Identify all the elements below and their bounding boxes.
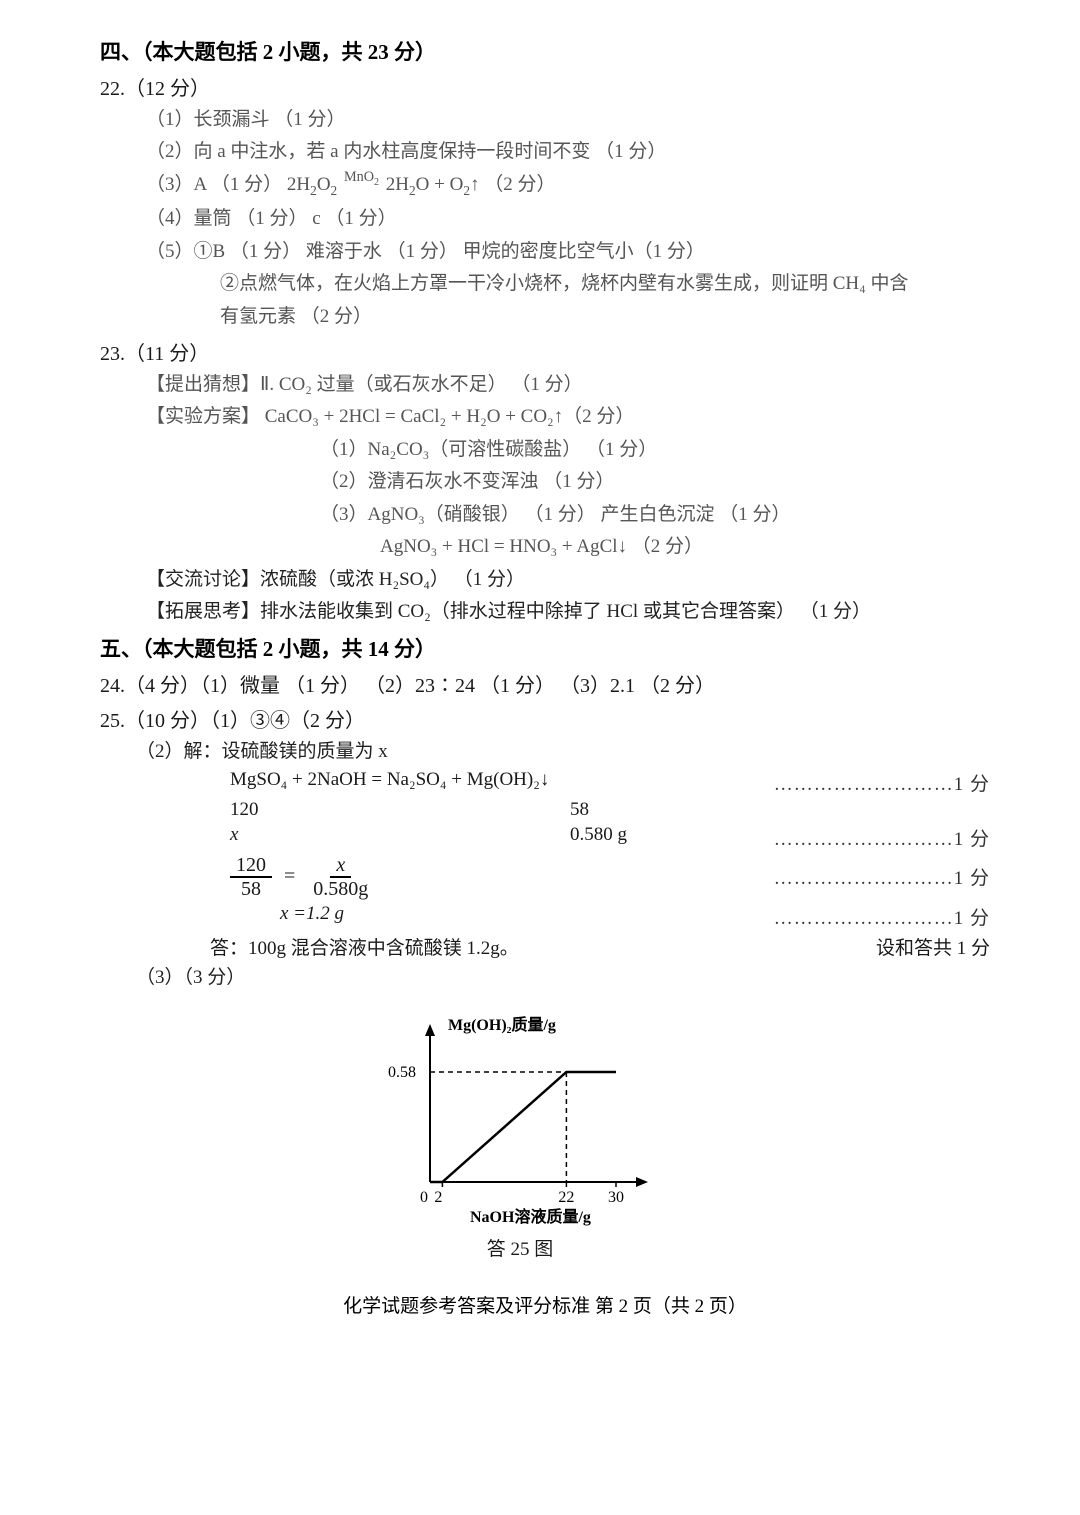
chart-caption: 答 25 图 (370, 1234, 670, 1261)
q23-plan-eq: AgNO₃ + HCl = HNO₃ + AgCl↓ （2 分） (380, 532, 990, 561)
score-dots-3: ………………………1 分 (774, 863, 990, 890)
q23-plan-head: 【实验方案】 CaCO₃ + 2HCl = CaCl₂ + H₂O + CO₂↑… (146, 402, 990, 431)
q23-plan-3: （3）AgNO₃（硝酸银） （1 分） 产生白色沉淀 （1 分） (320, 500, 990, 529)
score-dots-1: ………………………1 分 (774, 769, 990, 796)
score-dots-4: ………………………1 分 (774, 903, 990, 930)
q22-p3-pre: （3）A （1 分） 2H (146, 174, 310, 195)
x-value: x =1.2 g (280, 903, 344, 930)
q25-p2-intro: （2）解：设硫酸镁的质量为 x (136, 737, 990, 766)
q25-head: 25.（10 分）（1）③④（2 分） (100, 704, 990, 733)
q22-p5b: ②点燃气体，在火焰上方罩一干冷小烧杯，烧杯内壁有水雾生成，则证明 CH₄ 中含 (220, 269, 990, 298)
q22-p1: （1）长颈漏斗 （1 分） (146, 105, 990, 134)
score-dots-2: ………………………1 分 (774, 824, 990, 851)
answer-chart: Mg(OH)₂质量/gNaOH溶液质量/g0222300.58 (370, 1002, 670, 1232)
svg-text:2: 2 (434, 1189, 442, 1206)
q24: 24.（4 分）（1）微量 （1 分） （2）23∶24 （1 分） （3）2.… (100, 669, 990, 698)
fraction-right: x 0.580g (307, 854, 374, 900)
q23-discuss: 【交流讨论】浓硫酸（或浓 H₂SO₄） （1 分） (146, 565, 990, 594)
q23-expand: 【拓展思考】排水法能收集到 CO₂（排水过程中除掉了 HCl 或其它合理答案） … (146, 597, 990, 626)
q25-equation: MgSO₄ + 2NaOH = Na₂SO₄ + Mg(OH)₂↓ (230, 769, 549, 796)
q22-p2: （2）向 a 中注水，若 a 内水柱高度保持一段时间不变 （1 分） (146, 137, 990, 166)
q22-p5a: （5）①B （1 分） 难溶于水 （1 分） 甲烷的密度比空气小（1 分） (146, 237, 990, 266)
page: 四、（本大题包括 2 小题，共 23 分） 22.（12 分） （1）长颈漏斗 … (0, 0, 1080, 1515)
svg-text:0: 0 (420, 1189, 428, 1206)
equals-sign: = (284, 865, 295, 888)
svg-text:0.58: 0.58 (388, 1064, 416, 1081)
section-4-header: 四、（本大题包括 2 小题，共 23 分） (100, 36, 990, 66)
svg-text:22: 22 (558, 1189, 574, 1206)
q25-answer: 答：100g 混合溶液中含硫酸镁 1.2g。 (210, 933, 519, 960)
q22-p3: （3）A （1 分） 2H2O2 MnO2 2H2O + O2↑ （2 分） (146, 170, 990, 201)
q22-number: 22.（12 分） (100, 72, 990, 101)
page-footer: 化学试题参考答案及评分标准 第 2 页（共 2 页） (100, 1291, 990, 1318)
svg-text:NaOH溶液质量/g: NaOH溶液质量/g (470, 1207, 591, 1226)
svg-text:Mg(OH)₂质量/g: Mg(OH)₂质量/g (448, 1015, 556, 1034)
q22-p4: （4）量筒 （1 分） c （1 分） (146, 204, 990, 233)
q22-p3-catalyst: MnO2 (344, 169, 379, 185)
q23-plan-1: （1）Na₂CO₃（可溶性碳酸盐） （1 分） (320, 435, 990, 464)
fraction-left: 120 58 (230, 854, 272, 900)
q22-p5c: 有氢元素 （2 分） (220, 302, 990, 331)
q23-hypothesis: 【提出猜想】Ⅱ. CO₂ 过量（或石灰水不足） （1 分） (146, 370, 990, 399)
chart-svg: Mg(OH)₂质量/gNaOH溶液质量/g0222300.58 (370, 1002, 670, 1232)
svg-text:30: 30 (608, 1189, 624, 1206)
molar-mass-row: 120 58 (230, 799, 990, 821)
q23-number: 23.（11 分） (100, 337, 990, 366)
section-5-header: 五、（本大题包括 2 小题，共 14 分） (100, 633, 990, 663)
q23-plan-2: （2）澄清石灰水不变浑浊 （1 分） (320, 467, 990, 496)
q25-p3: （3）（3 分） (136, 963, 990, 992)
q25-answer-score: 设和答共 1 分 (876, 933, 990, 960)
